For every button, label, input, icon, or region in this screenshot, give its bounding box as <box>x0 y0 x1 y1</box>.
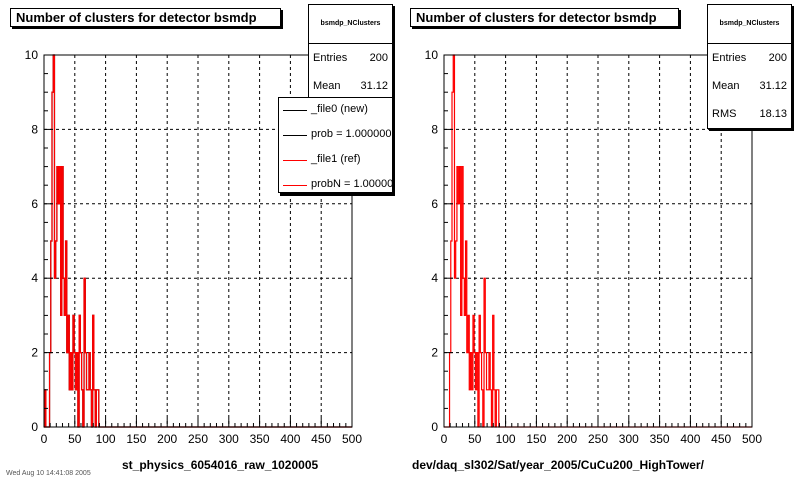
left-stats-label: Entries <box>313 52 348 64</box>
left-x-tick-label: 50 <box>68 432 82 446</box>
right-x-tick-label: 500 <box>742 432 762 446</box>
right-stats-row: RMS 18.13 <box>708 100 791 128</box>
right-x-tick-label: 0 <box>441 432 448 446</box>
right-x-tick-label: 350 <box>650 432 670 446</box>
right-stats-value: 200 <box>768 52 787 64</box>
legend-entry: prob = 1.000000 <box>279 123 392 148</box>
right-y-tick-label: 10 <box>425 48 439 62</box>
left-x-tick-label: 150 <box>126 432 146 446</box>
left-chart-title: Number of clusters for detector bsmdp <box>10 8 281 27</box>
footer-timestamp: Wed Aug 10 14:41:08 2005 <box>6 470 91 477</box>
left-y-tick-label: 4 <box>31 271 38 285</box>
legend-line-swatch <box>283 135 307 136</box>
legend-line-swatch <box>283 160 307 161</box>
right-x-tick-label: 450 <box>711 432 731 446</box>
right-stats-label: Mean <box>712 80 740 92</box>
left-stats-row: Entries 200 <box>309 44 392 72</box>
left-y-tick-label: 2 <box>31 346 38 360</box>
right-stats-row: Entries 200 <box>708 44 791 72</box>
legend-line-swatch <box>283 185 307 186</box>
legend-entry-label: probN = 1.000000 <box>311 178 393 190</box>
right-stats-row: Mean 31.12 <box>708 72 791 100</box>
left-y-tick-label: 0 <box>31 420 38 434</box>
left-y-tick-label: 10 <box>25 48 39 62</box>
right-y-tick-label: 2 <box>431 346 438 360</box>
right-y-tick-label: 8 <box>431 122 438 136</box>
right-stats-box: bsmdp_NClusters Entries 200 Mean 31.12 R… <box>707 4 792 129</box>
right-stats-value: 18.13 <box>759 108 787 120</box>
right-stats-value: 31.12 <box>759 80 787 92</box>
legend-entry-label: _file0 (new) <box>311 103 368 115</box>
right-x-tick-label: 150 <box>526 432 546 446</box>
right-x-tick-label: 50 <box>468 432 482 446</box>
left-x-tick-label: 300 <box>219 432 239 446</box>
right-y-tick-label: 6 <box>431 197 438 211</box>
left-stats-name: bsmdp_NClusters <box>309 5 392 44</box>
right-chart-title: Number of clusters for detector bsmdp <box>410 8 679 27</box>
right-x-tick-label: 400 <box>680 432 700 446</box>
left-stats-label: Mean <box>313 80 341 92</box>
right-y-tick-label: 0 <box>431 420 438 434</box>
right-histogram-series <box>444 54 752 428</box>
right-x-tick-label: 250 <box>588 432 608 446</box>
legend-entry-label: prob = 1.000000 <box>311 128 392 140</box>
left-stats-value: 200 <box>369 52 388 64</box>
left-x-tick-label: 100 <box>96 432 116 446</box>
right-stats-label: Entries <box>712 52 747 64</box>
left-stats-value: 31.12 <box>360 80 388 92</box>
left-x-tick-label: 350 <box>250 432 270 446</box>
legend-entry-label: _file1 (ref) <box>311 153 361 165</box>
right-stats-name: bsmdp_NClusters <box>708 5 791 44</box>
legend-line-swatch <box>283 110 307 111</box>
right-y-tick-label: 4 <box>431 271 438 285</box>
left-x-tick-label: 500 <box>342 432 362 446</box>
left-x-tick-label: 0 <box>41 432 48 446</box>
right-x-axis-title: dev/daq_sl302/Sat/year_2005/CuCu200_High… <box>412 458 704 472</box>
left-legend: _file0 (new) prob = 1.000000 _file1 (ref… <box>278 97 393 193</box>
left-x-tick-label: 450 <box>311 432 331 446</box>
left-stats-box: bsmdp_NClusters Entries 200 Mean 31.12 <box>308 4 393 101</box>
legend-entry: _file1 (ref) <box>279 148 392 173</box>
legend-entry: _file0 (new) <box>279 98 392 123</box>
left-y-tick-label: 8 <box>31 122 38 136</box>
left-x-axis-title: st_physics_6054016_raw_1020005 <box>122 458 319 472</box>
legend-entry: probN = 1.000000 <box>279 173 393 192</box>
right-x-tick-label: 200 <box>557 432 577 446</box>
right-x-tick-label: 300 <box>619 432 639 446</box>
left-x-tick-label: 400 <box>280 432 300 446</box>
right-x-tick-label: 100 <box>496 432 516 446</box>
left-x-tick-label: 200 <box>157 432 177 446</box>
left-x-tick-label: 250 <box>188 432 208 446</box>
left-stats-row: Mean 31.12 <box>309 72 392 100</box>
right-stats-label: RMS <box>712 108 737 120</box>
left-y-tick-label: 6 <box>31 197 38 211</box>
